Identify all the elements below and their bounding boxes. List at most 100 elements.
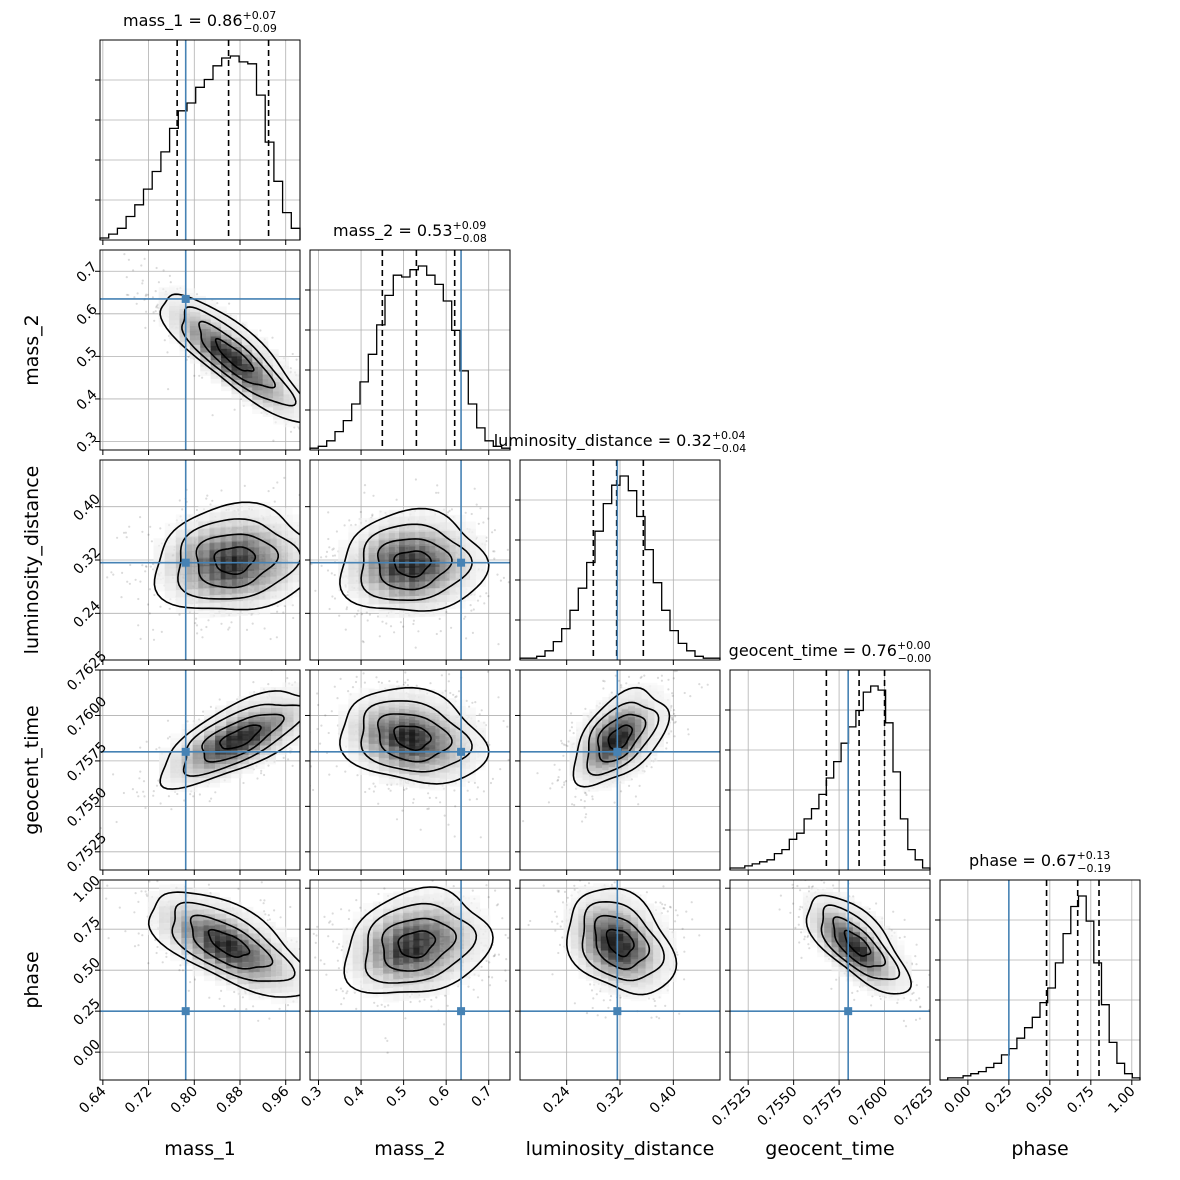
sample-point [120, 596, 123, 599]
sample-point [493, 557, 496, 560]
sample-point [345, 608, 348, 611]
sample-point [282, 756, 285, 760]
sample-point [574, 795, 577, 798]
sample-point [346, 593, 349, 597]
sample-point [345, 606, 349, 609]
sample-point [468, 798, 471, 801]
sample-point [530, 524, 532, 526]
sample-point [561, 742, 564, 745]
sample-point [670, 716, 674, 719]
sample-point [139, 746, 142, 749]
sample-point [675, 670, 678, 673]
histogram-phase [940, 895, 1141, 1081]
histogram-geocent_time [729, 685, 931, 870]
sample-point [196, 632, 199, 635]
sample-point [492, 550, 495, 553]
sample-point [313, 430, 315, 432]
sample-point [570, 721, 574, 724]
y-tick-label: 0.7 [74, 259, 101, 286]
sample-point [412, 801, 415, 804]
sample-point [487, 517, 490, 520]
sample-point [328, 773, 331, 776]
sample-point [152, 790, 155, 793]
sample-point [137, 624, 140, 627]
sample-point [404, 671, 407, 674]
sample-point [435, 632, 438, 636]
sample-point [371, 513, 374, 516]
sample-point [220, 489, 223, 492]
sample-point [518, 559, 520, 561]
sample-point [330, 572, 333, 575]
sample-point [465, 637, 468, 640]
sample-point [447, 680, 450, 683]
sample-point [166, 351, 169, 354]
sample-point [110, 571, 113, 574]
panel-frame [309, 669, 511, 871]
sample-point [405, 787, 408, 790]
sample-point [327, 731, 330, 735]
panel-title-mass_2: mass_2 = 0.53+0.09 −0.08 [333, 219, 487, 245]
sample-point [331, 675, 333, 677]
sample-point [507, 581, 510, 584]
panel-frame [99, 39, 301, 241]
sample-point [388, 680, 391, 683]
sample-point [149, 565, 152, 568]
sample-point [151, 296, 154, 299]
sample-point [477, 720, 480, 723]
sample-point [496, 573, 499, 576]
sample-point [335, 533, 337, 535]
sample-point [674, 720, 677, 723]
sample-point [139, 637, 142, 641]
sample-point [672, 677, 675, 680]
sample-point [372, 494, 375, 497]
sample-point [126, 580, 129, 583]
sample-point [517, 584, 519, 586]
sample-point [243, 484, 246, 487]
sample-point [327, 434, 329, 436]
sample-point [457, 690, 461, 693]
sample-point [488, 743, 491, 746]
sample-point [447, 511, 450, 514]
sample-point [201, 376, 204, 379]
sample-point [620, 790, 623, 793]
sample-point [320, 556, 323, 559]
sample-point [375, 676, 378, 679]
sample-point [464, 615, 467, 618]
sample-point [292, 616, 295, 620]
sample-point [263, 773, 266, 777]
sample-point [228, 626, 231, 629]
density [123, 253, 334, 442]
sample-point [218, 698, 221, 701]
sample-point [557, 778, 560, 782]
sample-point [489, 781, 493, 785]
sample-point [132, 269, 135, 272]
sample-point [443, 814, 446, 817]
histogram-mass_2 [309, 265, 511, 450]
sample-point [412, 622, 415, 626]
sample-point [142, 790, 145, 793]
sample-point [363, 681, 366, 684]
sample-point [139, 770, 142, 773]
density [310, 660, 510, 839]
sample-point [359, 510, 362, 514]
sample-point [417, 630, 420, 633]
panel-frame [99, 249, 301, 451]
density-block [299, 528, 300, 545]
sample-point [208, 800, 211, 803]
sample-point [121, 571, 124, 575]
contour-level-0 [214, 337, 255, 372]
sample-point [155, 306, 158, 309]
sample-point [671, 694, 674, 698]
sample-point [448, 509, 451, 512]
sample-point [547, 801, 551, 804]
sample-point [251, 622, 254, 625]
sample-point [323, 410, 325, 412]
sample-point [660, 679, 664, 682]
sample-point [643, 674, 646, 677]
sample-point [344, 628, 347, 631]
sample-point [332, 425, 334, 427]
truth-marker [181, 558, 190, 567]
sample-point [401, 660, 403, 662]
sample-point [167, 388, 170, 391]
